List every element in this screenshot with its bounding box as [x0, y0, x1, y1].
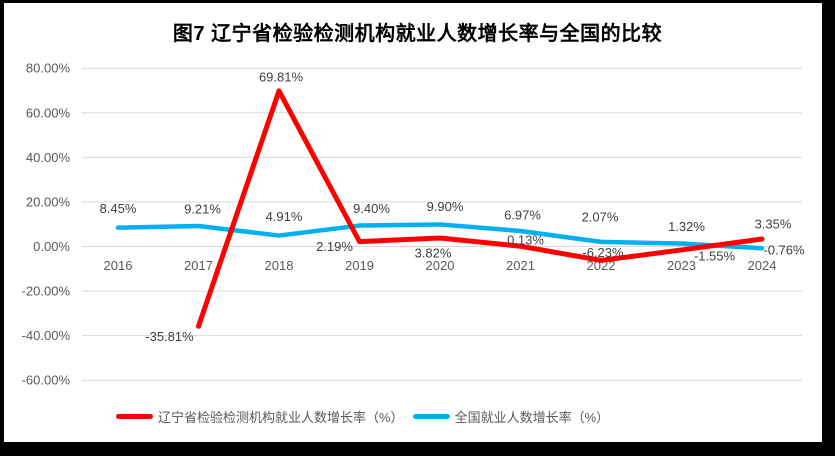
chart-legend: 辽宁省检验检测机构就业人数增长率（%） 全国就业人数增长率（%） [116, 407, 609, 426]
window-border-bottom [0, 442, 835, 456]
x-tick-label: 2019 [345, 258, 374, 273]
y-tick-label: 80.00% [26, 61, 71, 76]
data-label-liaoning-2024: 3.35% [755, 217, 792, 232]
data-label-liaoning-2020: 3.82% [415, 245, 452, 260]
data-label-national-2016: 8.45% [100, 201, 137, 216]
data-label-national-2023: 1.32% [668, 219, 705, 234]
series-line-liaoning [196, 88, 765, 329]
data-label-liaoning-2019: 2.19% [316, 239, 353, 254]
data-label-liaoning-2018: 69.81% [259, 69, 304, 84]
window-border-left [0, 0, 4, 442]
data-label-liaoning-2021: 0.13% [507, 233, 544, 248]
data-label-national-2018: 4.91% [266, 209, 303, 224]
y-tick-label: 20.00% [26, 194, 71, 209]
x-tick-label: 2018 [265, 258, 294, 273]
data-label-national-2024: -0.76% [763, 243, 805, 258]
data-label-national-2021: 6.97% [504, 207, 541, 222]
legend-label-national: 全国就业人数增长率（%） [454, 410, 610, 425]
data-label-liaoning-2023: -1.55% [694, 248, 736, 263]
data-label-liaoning-2017: -35.81% [145, 329, 194, 344]
y-tick-label: 40.00% [26, 150, 71, 165]
data-label-national-2022: 2.07% [582, 209, 619, 224]
x-tick-label: 2024 [748, 258, 777, 273]
data-label-national-2017: 9.21% [184, 201, 221, 216]
data-label-national-2019: 9.40% [353, 201, 390, 216]
data-label-national-2020: 9.90% [427, 199, 464, 214]
y-tick-label: -40.00% [22, 328, 71, 343]
legend-item-liaoning: 辽宁省检验检测机构就业人数增长率（%） [116, 407, 404, 426]
data-label-liaoning-2022: -6.23% [582, 245, 624, 260]
x-tick-label: 2021 [506, 258, 535, 273]
legend-swatch-red-line-icon [116, 414, 153, 419]
y-tick-label: -20.00% [22, 284, 71, 299]
legend-swatch-blue-line-icon [412, 414, 450, 419]
y-tick-label: 0.00% [33, 239, 70, 254]
x-tick-label: 2016 [104, 258, 133, 273]
y-tick-label: -60.00% [22, 373, 71, 388]
x-tick-label: 2023 [667, 258, 696, 273]
x-tick-label: 2020 [426, 258, 455, 273]
x-tick-label: 2017 [184, 258, 213, 273]
legend-label-liaoning: 辽宁省检验检测机构就业人数增长率（%） [158, 410, 404, 425]
chart-title: 图7 辽宁省检验检测机构就业人数增长率与全国的比较 [172, 23, 663, 45]
window-border-top [0, 0, 835, 3]
y-tick-label: 60.00% [26, 105, 71, 120]
series-line-national [115, 222, 765, 251]
window-border-right [822, 0, 835, 442]
legend-item-national: 全国就业人数增长率（%） [412, 407, 610, 426]
